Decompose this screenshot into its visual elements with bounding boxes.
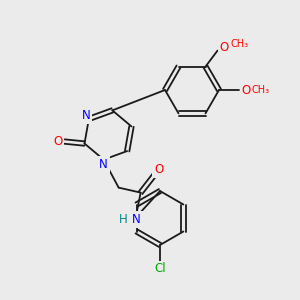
Text: N: N bbox=[99, 158, 108, 171]
Text: Cl: Cl bbox=[154, 262, 166, 275]
Text: H: H bbox=[119, 213, 128, 226]
Text: O: O bbox=[154, 163, 163, 176]
Text: N: N bbox=[82, 110, 90, 122]
Text: N: N bbox=[132, 213, 141, 226]
Text: CH₃: CH₃ bbox=[252, 85, 270, 95]
Text: O: O bbox=[242, 83, 250, 97]
Text: O: O bbox=[220, 41, 229, 54]
Text: O: O bbox=[53, 135, 62, 148]
Text: CH₃: CH₃ bbox=[230, 39, 249, 49]
